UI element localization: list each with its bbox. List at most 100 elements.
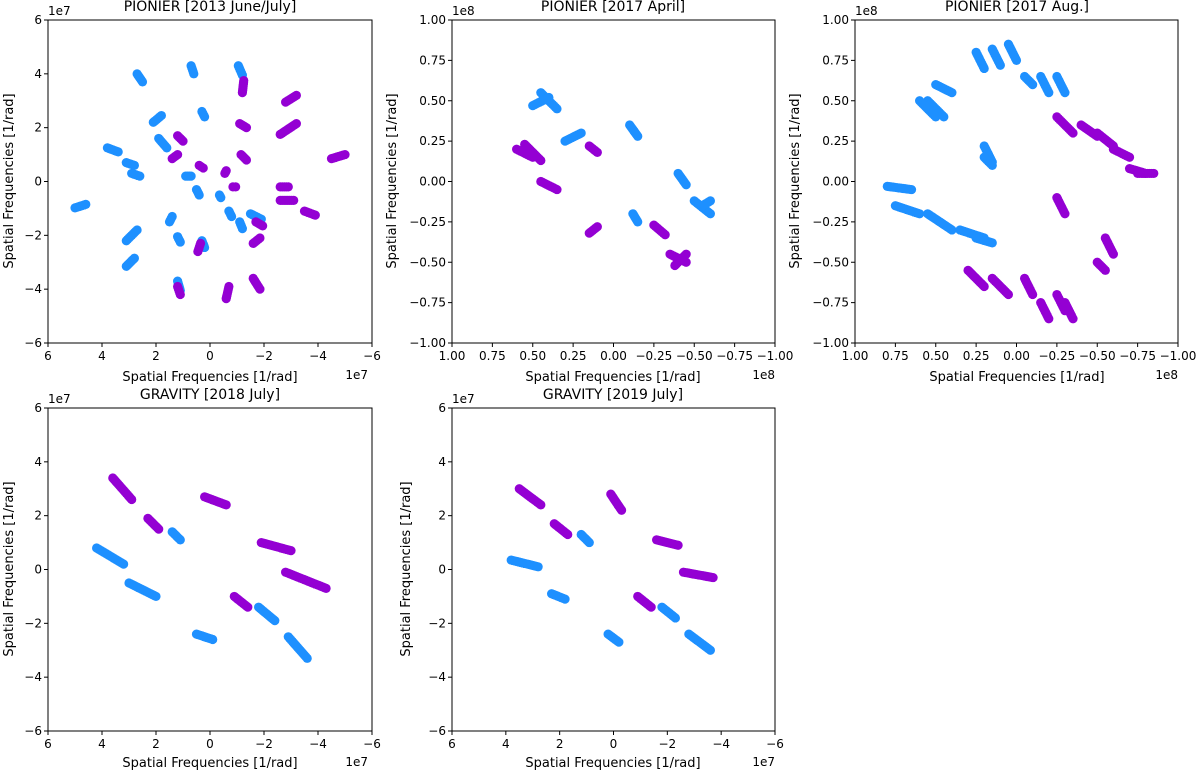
chart-panel-gravity-2018: GRAVITY [2018 July] 6 4 2 0 −2 −4 −6−6−4−20246…	[2, 387, 381, 771]
data-point-blue	[906, 184, 917, 195]
data-point-purple	[592, 147, 602, 158]
plot-frame	[451, 19, 776, 344]
x-tick-label: −0.75	[716, 349, 753, 363]
x-tick-label: −4	[309, 349, 327, 363]
data-point-blue	[1011, 55, 1022, 65]
x-tick-label: 0	[206, 349, 214, 363]
data-point-blue	[200, 112, 210, 122]
data-point-purple	[289, 195, 299, 205]
data-point-blue	[1060, 88, 1070, 98]
data-point-purple	[536, 500, 546, 510]
data-point-purple	[255, 284, 265, 294]
data-point-blue	[576, 128, 586, 138]
y-offset-text: 1e7	[452, 392, 475, 406]
y-tick-label: −0.75	[409, 296, 446, 310]
chart-panel-gravity-2019: GRAVITY [2019 July] 6 4 2 0 −2 −4 −6−6−4−20246…	[399, 387, 784, 771]
plot-frame	[451, 407, 776, 732]
data-point-blue	[135, 171, 145, 181]
data-point-blue	[81, 199, 91, 209]
y-tick-label: −4	[24, 282, 42, 296]
y-axis-label: Spatial Frequencies [1/rad]	[2, 481, 17, 656]
chart-title: GRAVITY [2019 July]	[543, 387, 683, 403]
data-point-blue	[987, 238, 997, 248]
y-tick-label: 0	[34, 563, 42, 577]
x-tick-label: 0	[610, 737, 618, 751]
data-point-blue	[915, 209, 925, 219]
data-point-blue	[186, 171, 196, 181]
x-tick-label: 6	[44, 349, 52, 363]
data-point-blue	[302, 653, 312, 663]
data-point-blue	[167, 211, 177, 222]
data-point-purple	[1044, 314, 1054, 324]
x-axis-label: Spatial Frequencies [1/rad]	[929, 370, 1104, 385]
data-point-purple	[563, 529, 573, 540]
y-tick-label: −4	[428, 670, 446, 684]
chart-title: PIONIER [2017 Aug.]	[945, 0, 1089, 15]
data-point-blue	[705, 209, 716, 219]
y-tick-label: 0.50	[419, 94, 446, 108]
x-offset-text: 1e8	[1155, 368, 1178, 382]
data-point-blue	[947, 225, 957, 235]
axis-ticks: 6 4 2 0 −2 −4 −6 −6 −4 −2 0 2 4 6	[24, 13, 381, 363]
x-tick-label: 4	[98, 737, 106, 751]
x-tick-label: −2	[658, 737, 676, 751]
y-tick-label: 0.00	[419, 175, 446, 189]
y-tick-label: −2	[24, 228, 42, 242]
y-tick-label: 0.75	[419, 53, 446, 67]
x-tick-label: 6	[448, 737, 456, 751]
data-point-purple	[220, 168, 230, 179]
y-tick-label: −6	[428, 724, 446, 738]
y-tick-label: −6	[24, 724, 42, 738]
x-tick-label: −4	[712, 737, 730, 751]
y-tick-label: 1.00	[822, 13, 849, 27]
data-point-purple	[340, 149, 350, 160]
x-tick-label: 4	[502, 737, 510, 751]
data-point-purple	[592, 222, 602, 232]
y-tick-label: −0.25	[409, 215, 446, 229]
data-point-purple	[173, 281, 183, 292]
data-point-purple	[979, 281, 989, 292]
chart-panel-pionier-2013: PIONIER [2013 June/July] 6 4 2 0 −2 −4 −6 −6 −4 −…	[2, 0, 381, 385]
y-tick-label: −4	[24, 670, 42, 684]
x-tick-label: 1.00	[842, 349, 869, 363]
y-tick-label: −1.00	[409, 336, 446, 350]
y-tick-label: 4	[34, 67, 42, 81]
data-point-blue	[214, 190, 225, 200]
data-point-purple	[1068, 128, 1078, 138]
data-points	[70, 61, 350, 304]
data-point-purple	[1100, 265, 1110, 275]
data-point-blue	[137, 77, 148, 87]
data-point-purple	[1149, 168, 1159, 179]
x-offset-text: 1e7	[752, 755, 775, 769]
y-axis-label: Spatial Frequencies [1/rad]	[399, 481, 414, 656]
x-tick-label: −1.00	[757, 349, 794, 363]
y-tick-label: 0.75	[822, 53, 849, 67]
data-point-purple	[1028, 289, 1038, 300]
data-point-purple	[224, 281, 234, 292]
x-tick-label: −2	[255, 737, 273, 751]
data-point-blue	[119, 559, 129, 569]
data-point-purple	[673, 540, 683, 550]
axis-ticks: 1.00 0.75 0.50 0.25 0.00 −0.25 −0.50 −0.75 −1.00…	[409, 13, 793, 363]
y-tick-label: −1.00	[812, 336, 849, 350]
x-tick-label: 0.25	[560, 349, 587, 363]
y-tick-label: 2	[438, 509, 446, 523]
data-point-blue	[995, 60, 1005, 70]
y-tick-label: 0.00	[822, 175, 849, 189]
x-tick-label: −0.75	[1119, 349, 1156, 363]
data-point-blue	[113, 147, 123, 157]
y-tick-label: 0	[438, 563, 446, 577]
data-point-purple	[708, 572, 718, 583]
chart-title: PIONIER [2017 April]	[541, 0, 685, 15]
data-point-blue	[151, 591, 161, 602]
data-point-blue	[544, 92, 554, 103]
y-tick-label: 4	[34, 455, 42, 469]
data-point-purple	[536, 155, 546, 166]
y-tick-label: 4	[438, 455, 446, 469]
data-point-purple	[239, 75, 249, 86]
x-tick-label: −6	[363, 349, 381, 363]
y-offset-text: 1e8	[855, 4, 878, 18]
x-tick-label: −0.25	[635, 349, 672, 363]
data-point-blue	[175, 237, 185, 247]
